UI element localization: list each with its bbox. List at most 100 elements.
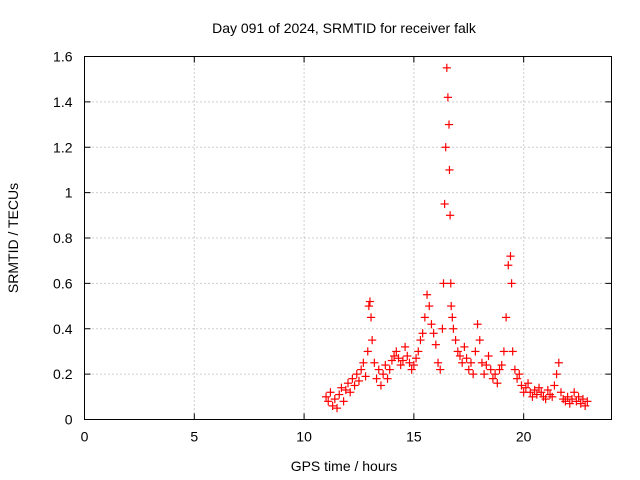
data-point [381, 360, 390, 370]
data-point [469, 370, 478, 379]
data-point [507, 279, 516, 288]
data-point [441, 143, 450, 152]
data-point [534, 383, 544, 392]
data-point [552, 370, 561, 379]
data-point [578, 394, 588, 404]
data-point [365, 297, 375, 306]
chart-title: Day 091 of 2024, SRMTID for receiver fal… [212, 20, 477, 36]
data-point [368, 335, 377, 345]
data-point [359, 358, 368, 367]
data-point [354, 376, 364, 386]
data-point [341, 385, 350, 395]
data-point [543, 385, 552, 395]
y-tick-label: 0.8 [53, 230, 73, 246]
data-point [370, 358, 379, 367]
data-point [486, 365, 495, 374]
data-point [537, 388, 546, 397]
x-tick-label: 10 [296, 429, 312, 445]
data-points [321, 63, 592, 413]
data-point [502, 313, 511, 322]
data-point [473, 320, 482, 329]
data-point [379, 370, 388, 379]
data-point [328, 401, 337, 410]
data-point [464, 365, 473, 374]
data-point [372, 374, 381, 383]
data-point [482, 360, 491, 370]
data-point [583, 397, 592, 406]
data-point [508, 347, 517, 356]
data-point [506, 252, 515, 261]
y-tick-label: 0.4 [53, 321, 73, 337]
data-point [446, 279, 455, 288]
data-point [407, 365, 416, 374]
data-point [422, 290, 432, 299]
data-point [440, 199, 449, 209]
data-point [554, 358, 563, 367]
data-point [409, 360, 418, 370]
data-point [491, 370, 500, 379]
y-tick-label: 0.2 [53, 366, 73, 382]
data-point [447, 301, 456, 311]
data-point [499, 347, 509, 356]
data-point [326, 388, 335, 397]
data-point [519, 388, 528, 397]
data-point [418, 329, 427, 338]
data-point [330, 394, 339, 404]
axis-ticks: 0 0.2 0.4 0.6 0.8 1 1.2 1.4 1.6 0 5 10 15 20 [53, 49, 612, 445]
y-tick-label: 0.6 [53, 275, 73, 291]
data-point [350, 381, 359, 390]
y-tick-label: 0 [65, 412, 73, 428]
data-point [383, 374, 392, 383]
data-point [581, 401, 590, 410]
data-point [376, 381, 386, 390]
data-point [541, 394, 550, 404]
data-point [339, 397, 348, 406]
data-point [427, 320, 436, 329]
data-point [335, 390, 344, 399]
data-point [523, 379, 533, 388]
data-point [453, 347, 462, 356]
data-point [387, 356, 397, 365]
data-point [420, 313, 429, 322]
data-point [462, 354, 471, 363]
data-point [512, 374, 522, 383]
data-point [548, 392, 557, 401]
data-point [576, 399, 585, 408]
data-point [556, 388, 566, 397]
data-point [346, 388, 355, 397]
data-point [449, 324, 458, 333]
y-tick-label: 1.2 [53, 139, 73, 155]
data-point [475, 335, 484, 345]
data-point [455, 351, 465, 361]
data-point [416, 335, 425, 345]
data-point [352, 370, 361, 379]
data-point [442, 63, 451, 72]
data-point [510, 365, 519, 374]
data-point [471, 347, 480, 356]
data-point [433, 358, 443, 367]
plot-frame [84, 56, 612, 420]
y-tick-label: 1.6 [53, 49, 73, 65]
data-point [396, 360, 405, 370]
data-point [466, 358, 476, 367]
data-point [438, 324, 447, 333]
y-tick-label: 1 [65, 185, 73, 201]
data-point [366, 313, 376, 322]
data-point [493, 379, 502, 388]
data-point [488, 374, 498, 383]
data-point [504, 261, 513, 270]
data-point [321, 392, 331, 401]
data-point [480, 370, 489, 379]
data-point [385, 365, 394, 374]
data-point [439, 279, 448, 288]
x-tick-label: 20 [516, 429, 532, 445]
data-point [445, 165, 454, 175]
y-tick-label: 1.4 [53, 94, 73, 110]
data-point [532, 390, 541, 399]
data-point [550, 381, 559, 390]
data-point [477, 358, 487, 367]
data-point [343, 379, 353, 388]
data-point [337, 383, 346, 392]
data-point [390, 351, 399, 361]
